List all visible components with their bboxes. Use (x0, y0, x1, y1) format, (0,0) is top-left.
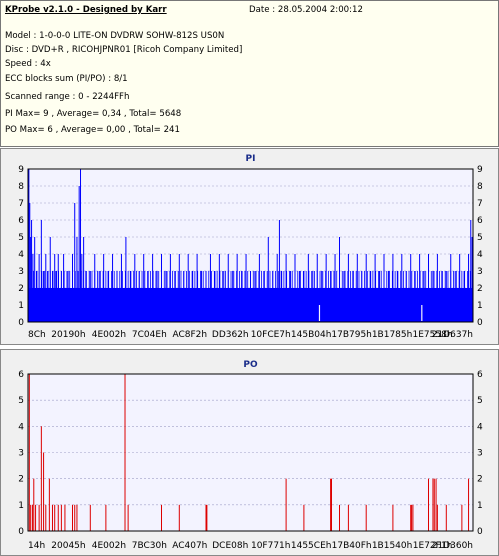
po-chart: PO 0 0 1 1 2 2 3 3 4 4 5 5 6 6 14h 20045h 4E002h 7BC30h AC4… (18, 360, 483, 551)
x-tick-label: 1E72F1h (413, 541, 452, 551)
y-tick-label-left: 1 (18, 301, 24, 311)
y-tick-label-right: 3 (477, 449, 483, 459)
y-tick-label-right: 0 (477, 318, 483, 328)
x-tick-label: 21D637h (432, 330, 473, 340)
y-tick-label-left: 3 (18, 267, 24, 277)
y-tick-label-right: 5 (477, 233, 483, 243)
info-panel: KProbe v2.1.0 - Designed by Karr Date : … (0, 0, 499, 147)
y-tick-label-right: 2 (477, 475, 483, 485)
ecc-line: ECC blocks sum (PI/PO) : 8/1 (5, 74, 128, 84)
y-tick-label-left: 3 (18, 449, 24, 459)
x-tick-label: 10FCE7h (251, 330, 291, 340)
y-tick-label-left: 9 (18, 165, 24, 175)
y-tick-label-left: 1 (18, 501, 24, 511)
y-tick-label-left: 5 (18, 396, 24, 406)
disc-line: Disc : DVD+R , RICOHJPNR01 [Ricoh Compan… (5, 45, 243, 55)
x-tick-label: 17B40Fh (332, 541, 372, 551)
y-tick-label-right: 2 (477, 284, 483, 294)
y-tick-label-right: 7 (477, 199, 483, 209)
y-tick-label-right: 4 (477, 422, 483, 432)
x-tick-label: 10F771h (251, 541, 291, 551)
po-chart-panel: PO 0 0 1 1 2 2 3 3 4 4 5 5 6 6 14h 20045h 4E002h 7BC30h AC4… (0, 349, 499, 556)
x-tick-label: 21D360h (432, 541, 473, 551)
y-tick-label-left: 4 (18, 250, 24, 260)
y-tick-label-right: 6 (477, 216, 483, 226)
scanned-range-line: Scanned range : 0 - 2244FFh (5, 92, 130, 102)
y-tick-label-left: 5 (18, 233, 24, 243)
scan-date: Date : 28.05.2004 2:00:12 (249, 5, 363, 15)
x-tick-label: 20045h (51, 541, 85, 551)
y-tick-label-right: 0 (477, 527, 483, 537)
model-line: Model : 1-0-0-0 LITE-ON DVDRW SOHW-812S … (5, 31, 225, 41)
y-tick-label-right: 5 (477, 396, 483, 406)
x-tick-label: 8Ch (28, 330, 46, 340)
x-tick-label: 1B1540h (372, 541, 413, 551)
y-tick-label-right: 9 (477, 165, 483, 175)
plot-frame (27, 168, 474, 323)
plot-area (27, 373, 474, 532)
y-tick-label-left: 2 (18, 475, 24, 485)
x-tick-label: DD362h (212, 330, 249, 340)
y-tick-label-right: 8 (477, 182, 483, 192)
y-tick-label-right: 3 (477, 267, 483, 277)
pi-chart: PI 0 0 1 1 2 2 3 3 4 4 5 5 6 6 7 7 8 8 9 9 8Ch 20190h 4E002h 7C0… (18, 154, 483, 340)
x-tick-label: AC8F2h (173, 330, 208, 340)
y-tick-label-left: 0 (18, 527, 24, 537)
y-tick-label-left: 8 (18, 182, 24, 192)
pi-chart-panel: PI 0 0 1 1 2 2 3 3 4 4 5 5 6 6 7 7 8 8 9 9 8Ch 20190h 4E002h 7C0… (0, 148, 499, 345)
speed-line: Speed : 4x (5, 59, 51, 69)
y-tick-label-right: 1 (477, 501, 483, 511)
y-tick-label-left: 6 (18, 370, 24, 380)
y-tick-label-left: 2 (18, 284, 24, 294)
app-title: KProbe v2.1.0 - Designed by Karr (5, 5, 167, 15)
y-tick-label-right: 6 (477, 370, 483, 380)
x-tick-label: 14h (28, 541, 45, 551)
y-tick-label-left: 7 (18, 199, 24, 209)
x-tick-label: 4E002h (92, 541, 126, 551)
plot-frame (27, 373, 474, 532)
chart-title: PI (246, 154, 256, 164)
x-tick-label: 4E002h (92, 330, 126, 340)
y-tick-label-left: 0 (18, 318, 24, 328)
pi-stats-line: PI Max= 9 , Average= 0,34 , Total= 5648 (5, 109, 182, 119)
x-tick-label: 7C04Eh (132, 330, 167, 340)
po-stats-line: PO Max= 6 , Average= 0,00 , Total= 241 (5, 125, 180, 135)
x-tick-label: AC407h (172, 541, 207, 551)
y-tick-label-right: 4 (477, 250, 483, 260)
chart-title: PO (243, 360, 258, 370)
y-tick-label-left: 4 (18, 422, 24, 432)
x-tick-label: 7BC30h (132, 541, 167, 551)
y-tick-label-left: 6 (18, 216, 24, 226)
x-tick-label: 1455CEh (291, 541, 332, 551)
x-tick-label: 1E7558h (413, 330, 453, 340)
y-tick-label-right: 1 (477, 301, 483, 311)
x-tick-label: 17B795h (331, 330, 372, 340)
x-tick-label: 20190h (51, 330, 85, 340)
x-tick-label: DCE08h (212, 541, 248, 551)
x-tick-label: 1B1785h (372, 330, 413, 340)
x-tick-label: 145B04h (291, 330, 332, 340)
